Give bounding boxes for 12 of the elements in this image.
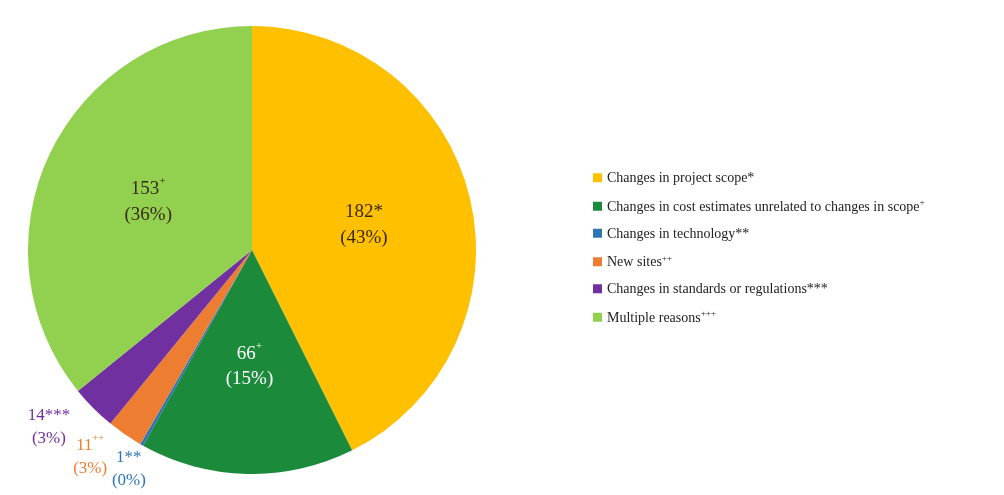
text: 11++ (3%)	[73, 432, 108, 477]
text: 153+ (36%)	[124, 174, 172, 224]
legend-label: Changes in project scope*	[607, 170, 755, 186]
legend-label: Changes in cost estimates unrelated to changes in scope+	[607, 197, 925, 214]
legend-label: Changes in standards or regulations***	[607, 281, 828, 297]
text: 66+ (15%)	[225, 338, 274, 389]
legend-label: Changes in technology**	[607, 225, 750, 241]
data-label: 1** (0%)	[111, 446, 146, 489]
data-label: 14*** (3%)	[27, 405, 71, 448]
legend-label: Multiple reasons+++	[607, 308, 716, 325]
data-label: 182* (43%)	[340, 200, 388, 248]
legend-label: New sites++	[607, 252, 672, 270]
